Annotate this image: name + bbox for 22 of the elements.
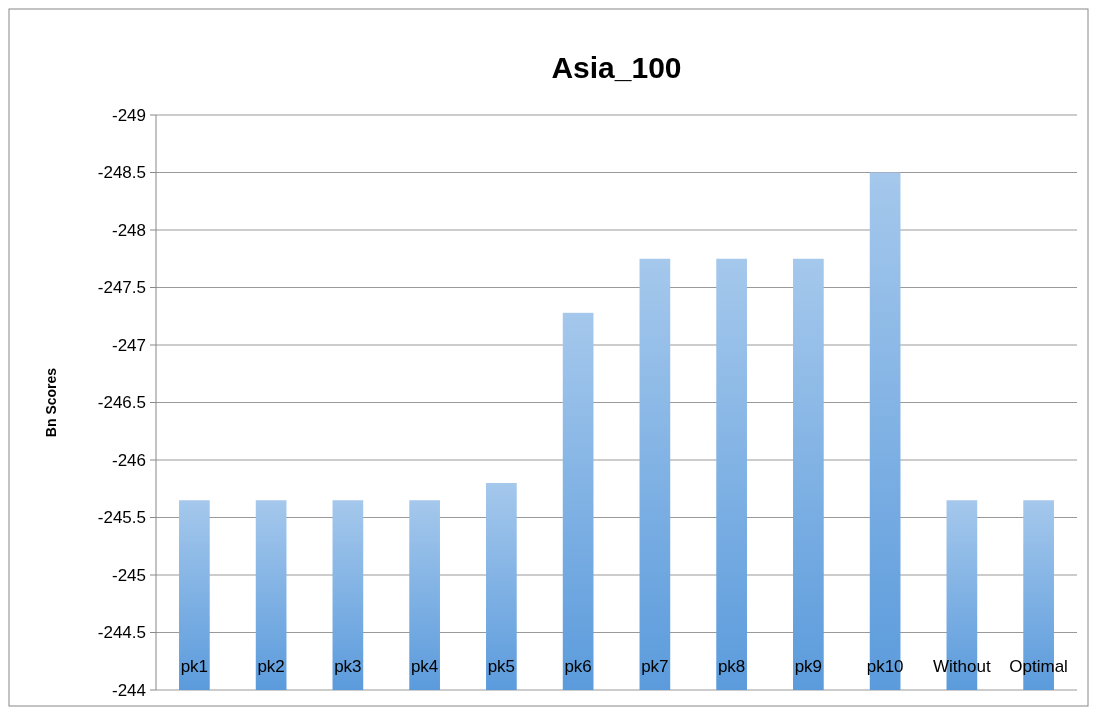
y-axis-title: Bn Scores [43, 367, 59, 438]
y-tick-label: -247 [111, 335, 146, 355]
y-tick-label: -248.5 [97, 163, 146, 183]
x-tick-label: pk1 [180, 657, 209, 676]
y-tick-label: -245 [111, 565, 146, 585]
x-tick-label: pk6 [564, 657, 592, 676]
x-tick-label: pk3 [334, 657, 362, 676]
x-tick-label: pk8 [717, 657, 746, 676]
y-tick-label: -244 [111, 680, 146, 700]
y-tick-label: -248 [111, 220, 146, 240]
x-tick-label: pk7 [641, 657, 669, 676]
x-tick-label: pk5 [487, 657, 516, 676]
y-tick-label: -247.5 [97, 278, 146, 298]
y-tick-label: -244.5 [97, 623, 146, 643]
y-tick-label: -246 [111, 450, 146, 470]
chart-title: Asia_100 [551, 51, 682, 84]
x-tick-label: pk4 [410, 657, 439, 676]
x-tick-label: pk2 [257, 657, 285, 676]
x-tick-label: pk9 [794, 657, 823, 676]
y-tick-label: -249 [111, 105, 146, 125]
y-tick-label: -245.5 [97, 508, 146, 528]
y-tick-label: -246.5 [97, 393, 146, 413]
